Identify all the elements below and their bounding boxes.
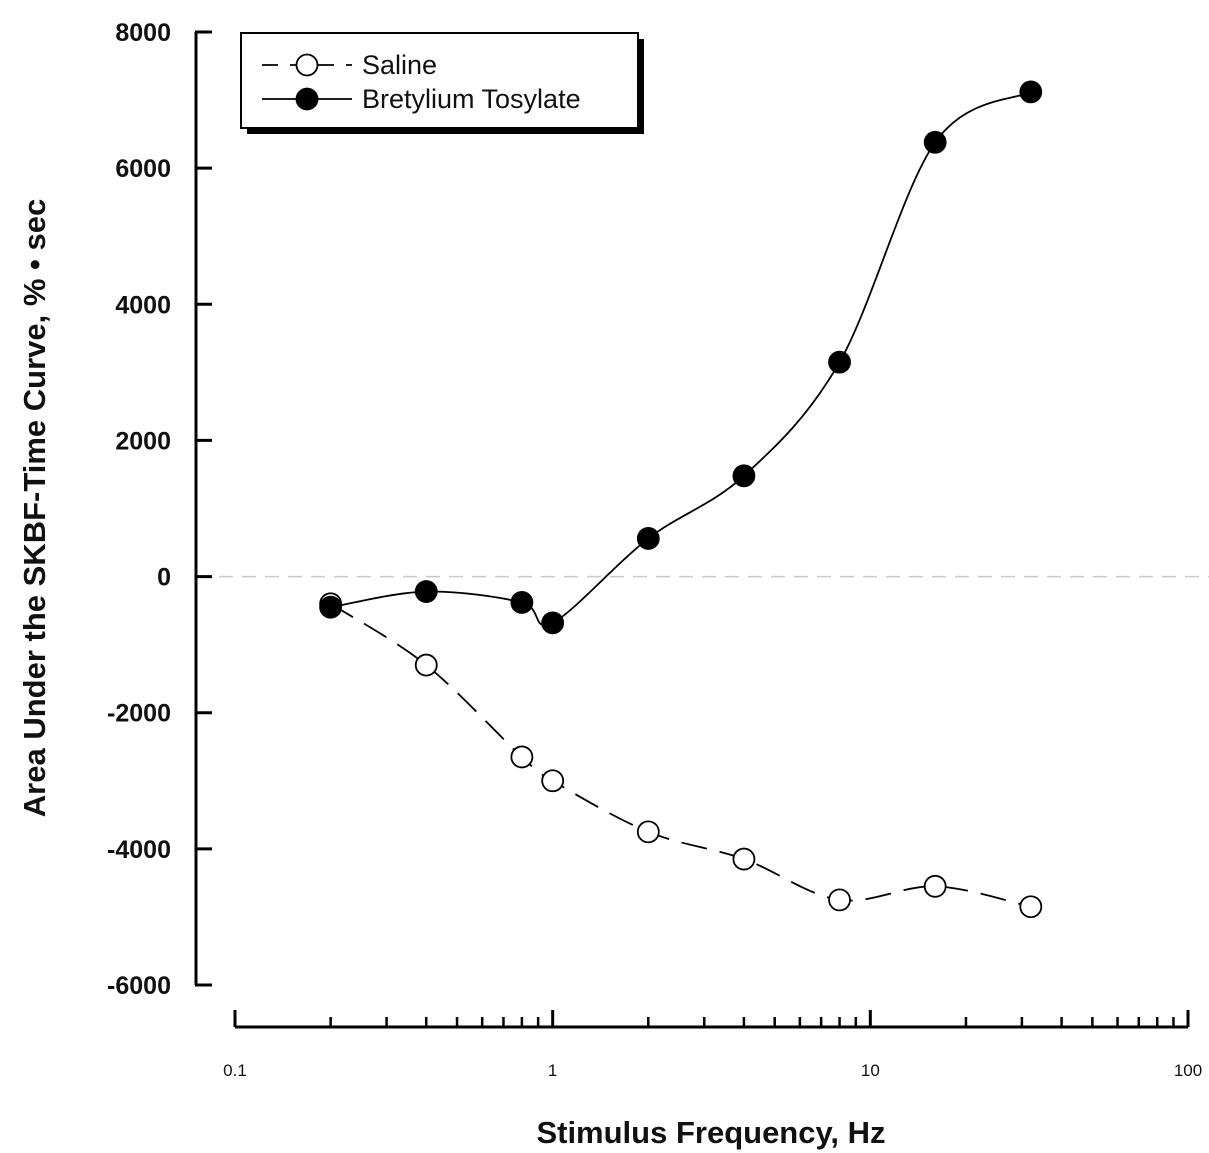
data-point-0 — [542, 770, 563, 791]
data-point-0 — [511, 746, 532, 767]
y-tick-label: -4000 — [107, 836, 171, 864]
data-point-0 — [925, 876, 946, 897]
x-tick-label: 0.1 — [223, 1061, 247, 1080]
data-point-0 — [416, 655, 437, 676]
legend-marker-1 — [297, 89, 318, 110]
data-point-1 — [1020, 81, 1041, 102]
legend-marker-0 — [297, 55, 318, 76]
data-point-0 — [638, 821, 659, 842]
y-tick-label: 6000 — [115, 155, 171, 183]
y-axis-title: Area Under the SKBF-Time Curve, % • sec — [17, 199, 52, 817]
y-tick-label: 8000 — [115, 19, 171, 47]
data-point-1 — [511, 592, 532, 613]
x-tick-label: 100 — [1174, 1061, 1202, 1080]
x-tick-label: 1 — [548, 1061, 557, 1080]
x-axis-title: Stimulus Frequency, Hz — [536, 1115, 885, 1150]
data-point-1 — [416, 581, 437, 602]
data-point-0 — [733, 849, 754, 870]
data-point-1 — [733, 465, 754, 486]
data-point-1 — [638, 528, 659, 549]
series-line-1 — [331, 92, 1031, 626]
data-point-1 — [320, 597, 341, 618]
y-tick-label: 0 — [157, 564, 171, 592]
x-tick-label: 10 — [861, 1061, 880, 1080]
y-tick-label: 2000 — [115, 427, 171, 455]
legend-label-1: Bretylium Tosylate — [362, 84, 581, 114]
data-point-0 — [1020, 896, 1041, 917]
data-point-0 — [829, 889, 850, 910]
series-line-0 — [331, 604, 1031, 907]
y-tick-label: -6000 — [107, 972, 171, 1000]
y-tick-label: -2000 — [107, 700, 171, 728]
data-point-1 — [829, 352, 850, 373]
data-point-1 — [925, 132, 946, 153]
y-tick-label: 4000 — [115, 291, 171, 319]
data-point-1 — [542, 612, 563, 633]
legend-label-0: Saline — [362, 50, 437, 80]
